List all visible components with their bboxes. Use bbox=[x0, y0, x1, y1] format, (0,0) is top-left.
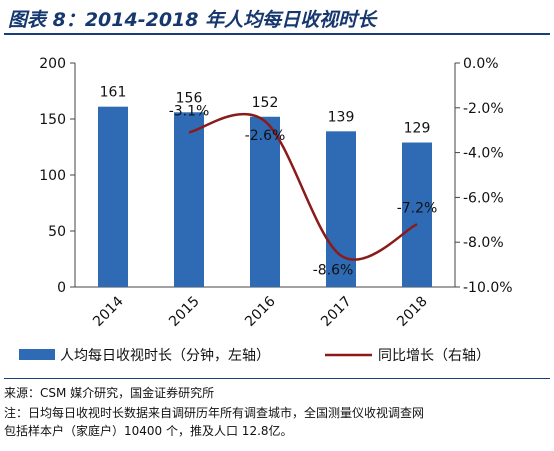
title-bar: 图表 8：2014-2018 年人均每日收视时长 bbox=[4, 3, 550, 35]
bar-value-label: 156 bbox=[176, 90, 203, 106]
line-value-label: -8.6% bbox=[313, 263, 354, 279]
x-tick-label: 2016 bbox=[242, 293, 279, 330]
footer-divider bbox=[4, 378, 550, 379]
legend-line-label: 同比增长（右轴） bbox=[378, 348, 490, 364]
source-text: 来源：CSM 媒介研究，国金证券研究所 bbox=[4, 386, 215, 400]
line-value-label: -2.6% bbox=[245, 128, 286, 144]
note-text: 注：日均每日收视时长数据来自调研历年所有调查城市，全国测量仪收视调查网 包括样本… bbox=[4, 404, 550, 440]
line-value-label: -7.2% bbox=[397, 200, 438, 216]
right-tick-label: -10.0% bbox=[463, 280, 513, 296]
bar-2014 bbox=[98, 106, 128, 288]
bar-2016 bbox=[250, 116, 280, 287]
x-tick-label: 2017 bbox=[318, 293, 355, 330]
left-tick-label: 150 bbox=[39, 112, 66, 128]
x-tick-label: 2018 bbox=[394, 293, 431, 330]
bar-value-label: 152 bbox=[252, 95, 279, 111]
bar-value-label: 161 bbox=[100, 85, 127, 101]
line-value-label: -3.1% bbox=[169, 103, 210, 119]
left-tick-label: 200 bbox=[39, 56, 66, 72]
bar-2017 bbox=[326, 131, 356, 287]
growth-line bbox=[188, 113, 418, 261]
right-tick-label: 0.0% bbox=[463, 56, 499, 72]
legend-bar-label: 人均每日收视时长（分钟，左轴） bbox=[60, 347, 270, 364]
right-tick-label: -6.0% bbox=[463, 190, 504, 206]
legend-bar-swatch bbox=[19, 349, 55, 360]
note-line-2: 包括样本户（家庭户）10400 个，推及人口 12.8亿。 bbox=[4, 424, 293, 438]
left-tick-label: 0 bbox=[57, 280, 66, 296]
x-tick-label: 2014 bbox=[90, 293, 127, 330]
left-tick-label: 50 bbox=[48, 224, 66, 240]
bar-2015 bbox=[174, 112, 204, 287]
chart-title: 图表 8：2014-2018 年人均每日收视时长 bbox=[8, 9, 377, 31]
right-tick-label: -8.0% bbox=[463, 235, 504, 251]
bar-value-label: 139 bbox=[328, 109, 355, 125]
right-tick-label: -4.0% bbox=[463, 146, 504, 162]
bar-value-label: 129 bbox=[404, 121, 431, 137]
note-line-1: 注：日均每日收视时长数据来自调研历年所有调查城市，全国测量仪收视调查网 bbox=[4, 406, 425, 420]
left-tick-label: 100 bbox=[39, 168, 66, 184]
bar-2018 bbox=[402, 142, 432, 287]
combo-chart: 0 50 100 150 200 -10.0% -8.0% -6.0% -4.0% -2.0% 0.… bbox=[19, 56, 513, 364]
x-tick-label: 2015 bbox=[166, 293, 203, 330]
right-tick-label: -2.0% bbox=[463, 101, 504, 117]
